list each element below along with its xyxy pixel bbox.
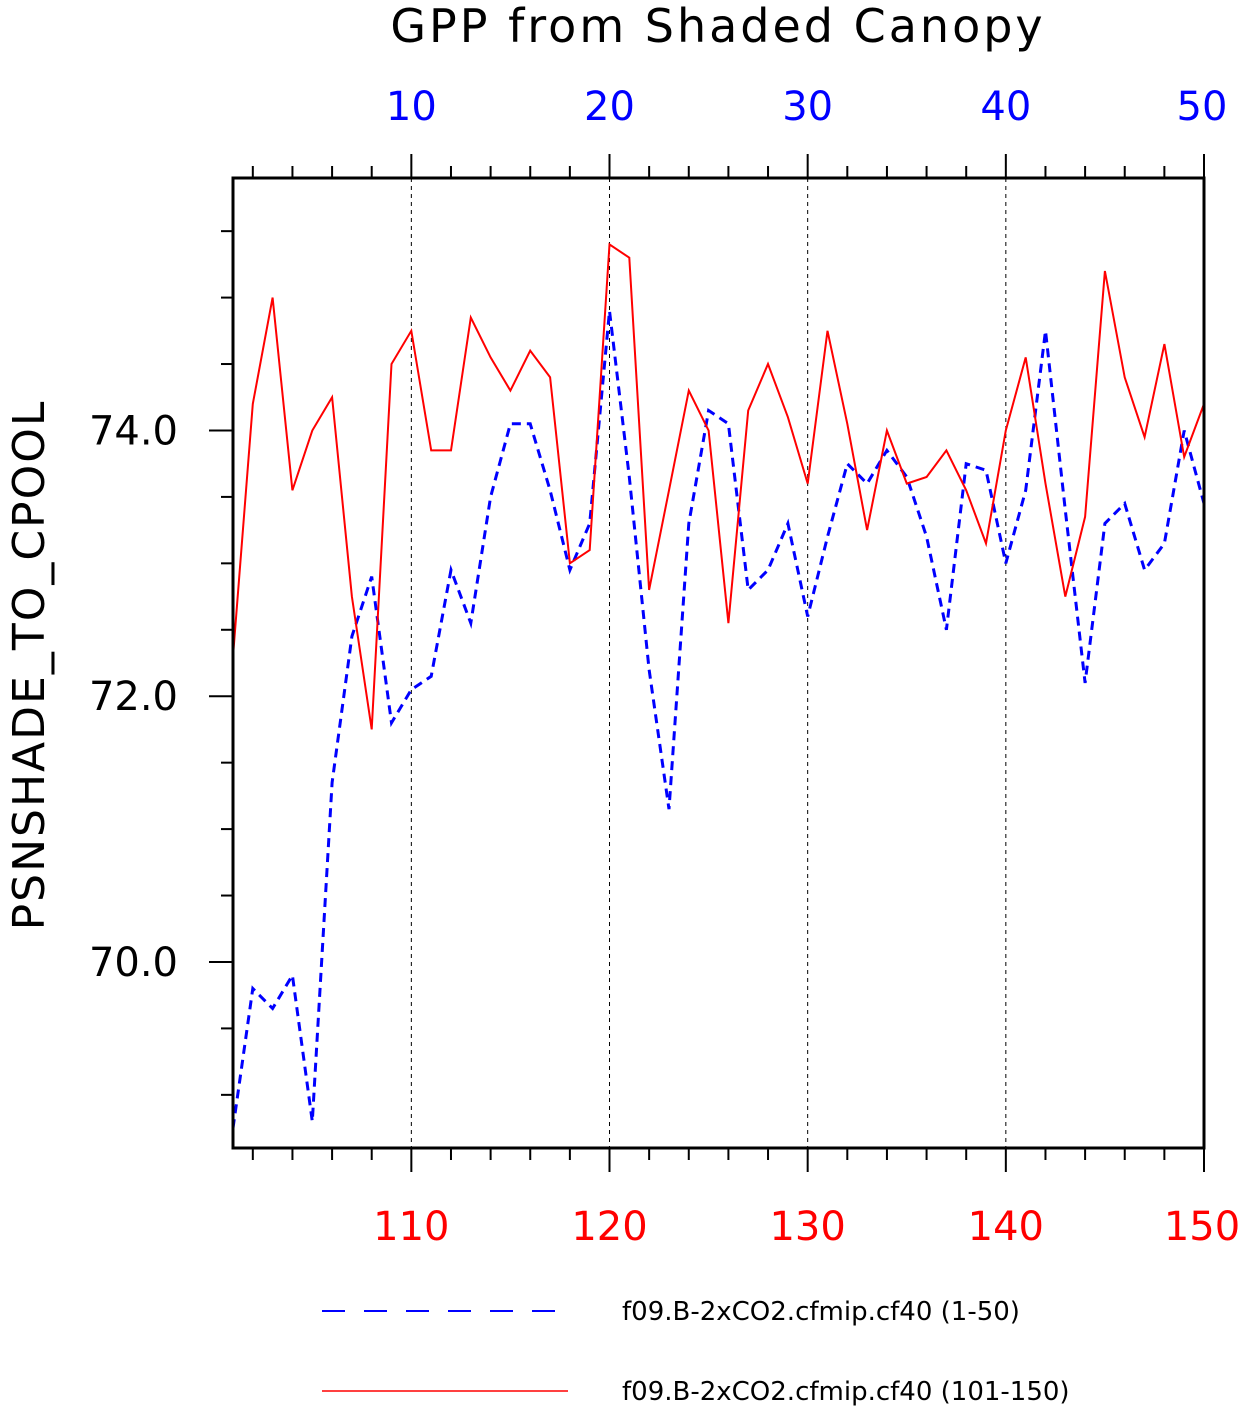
bottom-axis-tick-label: 150 <box>1164 1204 1240 1250</box>
top-axis-tick-label: 20 <box>584 84 635 130</box>
legend: f09.B-2xCO2.cfmip.cf40 (1-50) f09.B-2xCO2… <box>322 1297 1070 1407</box>
top-axis-tick-label: 40 <box>980 84 1031 130</box>
plot-frame <box>231 176 1206 1150</box>
legend-label-1: f09.B-2xCO2.cfmip.cf40 (1-50) <box>622 1297 1020 1327</box>
axis-ticks <box>209 154 1205 1172</box>
bottom-axis-tick-label: 140 <box>968 1204 1044 1250</box>
series-line-1 <box>231 310 1206 1129</box>
grid-lines <box>410 178 1007 1148</box>
bottom-axis-tick-label: 110 <box>373 1204 449 1250</box>
y-axis-label: PSNSHADE_TO_CPOOL <box>4 400 55 931</box>
y-axis-tick-label: 72.0 <box>89 674 178 720</box>
y-axis-tick-label: 70.0 <box>89 940 178 986</box>
top-axis-tick-label: 30 <box>782 84 833 130</box>
top-axis-tick-label: 50 <box>1177 84 1228 130</box>
series-lines <box>231 242 1206 1129</box>
legend-label-2: f09.B-2xCO2.cfmip.cf40 (101-150) <box>622 1377 1070 1407</box>
bottom-axis-tick-label: 120 <box>571 1204 647 1250</box>
y-axis-tick-label: 74.0 <box>89 408 178 454</box>
series-line-2 <box>232 242 1205 730</box>
chart-title: GPP from Shaded Canopy <box>390 0 1045 53</box>
bottom-axis-tick-label: 130 <box>769 1204 845 1250</box>
top-axis-tick-label: 10 <box>386 84 437 130</box>
tick-labels: 10 20 30 40 50 110 120 130 140 150 70.0 72.0 74.0 <box>89 84 1240 1250</box>
